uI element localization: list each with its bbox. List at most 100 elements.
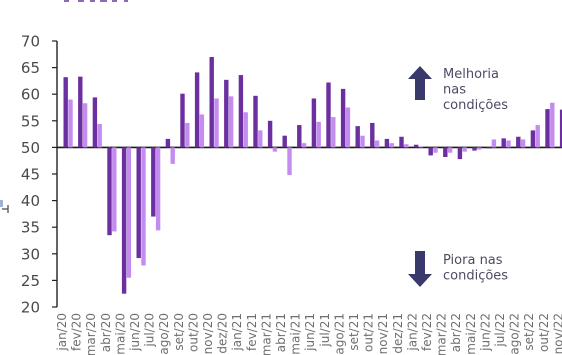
bar-series-1	[165, 138, 171, 148]
bar-series-1	[399, 136, 404, 148]
bar-series-1	[516, 136, 521, 148]
annotation-improvement: nas	[443, 83, 466, 98]
x-tick-label: ago/20	[157, 313, 171, 355]
chart-bars	[63, 56, 562, 294]
bar-series-2	[316, 121, 321, 148]
x-tick-label: ago/21	[332, 313, 346, 355]
bar-series-2	[389, 143, 394, 148]
bar-series-1	[253, 95, 258, 148]
bar-series-1	[326, 82, 331, 148]
bar-series-1	[545, 109, 550, 148]
bar-series-1	[370, 122, 375, 148]
bar-series-2	[126, 147, 132, 278]
x-tick-label: mar/20	[84, 313, 98, 355]
y-tick-label: 35	[21, 219, 40, 237]
cut-left-fragment	[0, 200, 9, 213]
x-tick-label: set/21	[347, 313, 361, 351]
x-tick-label: jul/21	[318, 313, 332, 348]
x-tick-labels: jan/20 fev/20 mar/20 abr/20 mai/20 jun/20 jul/…	[55, 313, 562, 355]
y-tick-label: 65	[21, 59, 40, 77]
x-tick-label: fev/20	[70, 313, 84, 351]
bar-series-2	[214, 98, 219, 148]
bar-series-2	[477, 147, 482, 150]
bar-series-2	[433, 147, 438, 153]
bar-series-2	[506, 140, 511, 148]
bar-series-1	[194, 72, 200, 148]
bar-series-1	[559, 109, 562, 148]
cut-title-fragment	[64, 0, 128, 2]
bar-series-2	[374, 140, 380, 148]
y-tick-label: 45	[21, 166, 40, 184]
x-tick-label: jun/20	[128, 313, 142, 352]
x-tick-label: jan/20	[55, 313, 69, 352]
annotation-worsening: condições	[443, 269, 508, 284]
bar-series-1	[486, 147, 492, 149]
x-tick-label: dez/20	[216, 313, 230, 354]
bar-series-2	[520, 139, 526, 148]
bar-series-2	[199, 114, 205, 148]
bar-series-1	[63, 77, 68, 148]
bar-series-1	[501, 138, 506, 148]
bar-series-1	[282, 135, 287, 148]
bar-series-1	[92, 97, 98, 148]
bar-series-1	[413, 144, 419, 148]
y-tick-label: 30	[21, 245, 40, 263]
x-tick-label: jun/21	[303, 313, 317, 352]
bar-series-1	[224, 79, 229, 148]
bar-series-1	[297, 125, 302, 148]
bar-series-2	[360, 135, 365, 148]
y-tick-labels: 20 25 30 35 40 45 50 55 60 65 70	[21, 33, 40, 317]
bar-series-2	[301, 143, 307, 148]
x-tick-label: out/21	[362, 313, 376, 352]
x-tick-label: jan/22	[405, 313, 419, 352]
bar-series-2	[331, 117, 336, 148]
x-tick-label: set/20	[172, 313, 186, 351]
x-tick-label: ago/22	[508, 313, 522, 355]
bar-series-1	[355, 126, 360, 148]
bar-series-1	[443, 147, 448, 157]
bar-series-1	[267, 120, 273, 148]
bar-series-1	[107, 147, 112, 236]
x-tick-label: nov/21	[376, 313, 390, 354]
bar-series-2	[535, 125, 540, 148]
y-tick-label: 25	[21, 272, 40, 290]
bar-series-1	[238, 75, 244, 148]
x-tick-label: jan/21	[230, 313, 244, 352]
bar-series-2	[112, 147, 117, 232]
bar-series-1	[78, 76, 83, 148]
x-tick-label: dez/21	[391, 313, 405, 354]
annotation-worsening: Piora nas	[443, 253, 503, 268]
x-tick-label: mar/22	[435, 313, 449, 355]
bar-series-2	[345, 107, 351, 148]
bar-series-2	[462, 147, 467, 152]
arrow-down-icon	[408, 251, 432, 287]
bar-series-1	[472, 147, 477, 151]
y-tick-label: 70	[21, 33, 40, 51]
x-tick-label: abr/21	[274, 313, 288, 352]
x-tick-label: mai/21	[289, 313, 303, 355]
x-tick-label: abr/20	[99, 313, 113, 352]
arrow-up-icon	[408, 66, 432, 100]
bar-series-2	[141, 147, 146, 266]
x-tick-label: abr/22	[449, 313, 463, 352]
bar-series-1	[209, 56, 214, 148]
bar-series-2	[82, 103, 88, 148]
y-tick-label: 50	[21, 139, 40, 157]
x-tick-label: mai/22	[464, 313, 478, 355]
bar-series-1	[340, 88, 346, 148]
bar-series-1	[530, 130, 536, 148]
y-tick-label: 60	[21, 86, 40, 104]
bar-series-2	[550, 102, 555, 148]
bar-series-2	[170, 147, 175, 164]
x-tick-label: mai/20	[113, 313, 127, 355]
bar-series-1	[311, 98, 317, 148]
x-tick-label: jul/20	[143, 313, 157, 348]
bar-series-2	[447, 147, 453, 153]
y-tick-label: 55	[21, 112, 40, 130]
bar-series-1	[428, 147, 433, 156]
x-tick-label: mar/21	[259, 313, 273, 355]
bar-series-2	[185, 122, 190, 148]
bar-series-2	[243, 112, 248, 148]
